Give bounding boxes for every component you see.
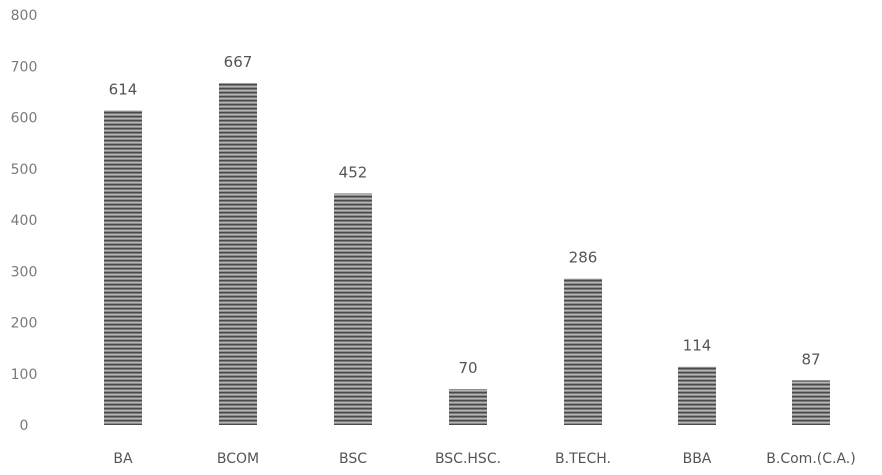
y-tick-label: 0 <box>20 418 29 434</box>
data-label: 114 <box>683 337 712 355</box>
y-axis: 0 100 200 300 400 500 600 700 800 <box>11 8 38 434</box>
y-tick-label: 800 <box>11 8 38 24</box>
x-category-label: B.TECH. <box>555 451 611 467</box>
x-category-label: BSC <box>339 451 367 467</box>
data-label: 87 <box>801 350 820 368</box>
bar-ba <box>104 110 142 425</box>
x-category-label: BSC.HSC. <box>435 451 501 467</box>
x-category-label: B.Com.(C.A.) <box>766 451 855 467</box>
data-labels: 614 667 452 70 286 114 87 <box>109 53 821 377</box>
bar-bsc-hsc <box>449 389 487 425</box>
bar-bsc <box>334 193 372 425</box>
y-tick-label: 600 <box>11 111 38 127</box>
bar-bba <box>678 366 716 425</box>
y-tick-label: 300 <box>11 264 38 280</box>
data-label: 667 <box>224 53 253 71</box>
bars <box>104 83 830 425</box>
x-axis: BA BCOM BSC BSC.HSC. B.TECH. BBA B.Com.(C.A.) <box>113 451 855 467</box>
y-tick-label: 100 <box>11 367 38 383</box>
bar-b-tech <box>564 278 602 425</box>
bar-b-com-c-a <box>792 380 830 425</box>
y-tick-label: 200 <box>11 316 38 332</box>
data-label: 70 <box>458 359 477 377</box>
y-tick-label: 500 <box>11 162 38 178</box>
x-category-label: BBA <box>683 451 712 467</box>
y-tick-label: 700 <box>11 59 38 75</box>
data-label: 286 <box>569 248 598 266</box>
data-label: 452 <box>339 163 368 181</box>
data-label: 614 <box>109 80 138 98</box>
bar-bcom <box>219 83 257 425</box>
x-category-label: BA <box>113 451 133 467</box>
x-category-label: BCOM <box>217 451 259 467</box>
y-tick-label: 400 <box>11 213 38 229</box>
